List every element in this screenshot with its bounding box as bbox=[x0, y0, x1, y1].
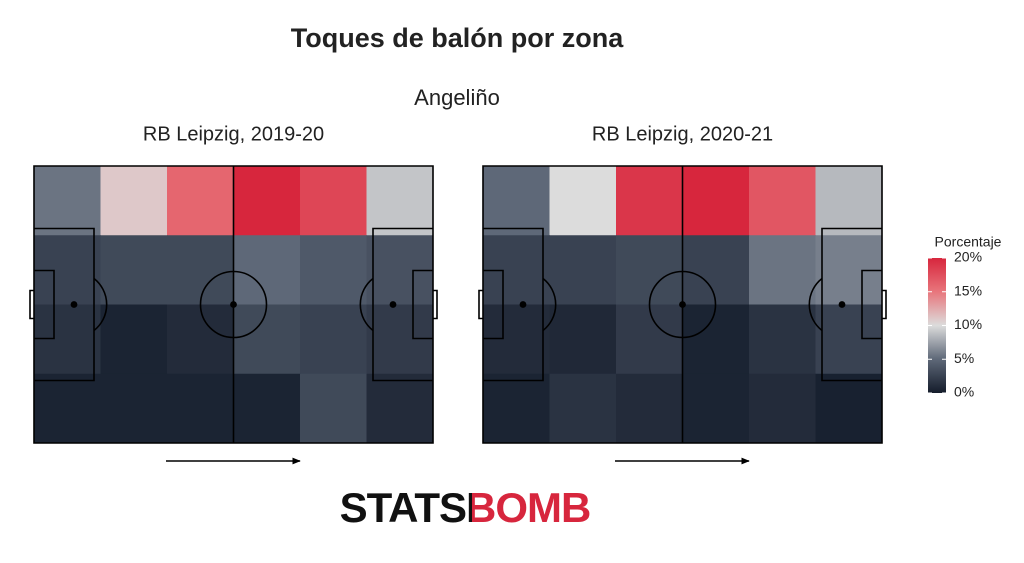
heat-cell bbox=[616, 373, 683, 444]
heat-cell bbox=[483, 373, 550, 444]
colorbar-tick-label: 5% bbox=[954, 350, 974, 366]
heat-cell bbox=[749, 235, 816, 305]
center-circle bbox=[648, 270, 717, 339]
colorbar-tick-label: 10% bbox=[954, 316, 982, 332]
heat-cell bbox=[167, 304, 234, 375]
heat-cell bbox=[366, 166, 434, 236]
heat-cell bbox=[616, 304, 683, 375]
pitch-line bbox=[33, 165, 434, 444]
heat-cell bbox=[815, 304, 883, 375]
heat-cell bbox=[549, 166, 617, 236]
pitch-line bbox=[34, 269, 55, 340]
pitch-line bbox=[483, 227, 544, 382]
heat-cell bbox=[366, 373, 434, 444]
heat-cell bbox=[682, 373, 750, 444]
logo: STATSBOMB bbox=[340, 484, 591, 531]
heat-cell bbox=[749, 166, 816, 236]
heat-cell bbox=[366, 304, 434, 375]
heat-cell bbox=[682, 235, 750, 305]
heat-cell bbox=[749, 304, 816, 375]
heat-cell bbox=[167, 373, 234, 444]
heat-cell bbox=[815, 166, 883, 236]
pitch-line bbox=[821, 227, 882, 382]
pitch-spot bbox=[838, 301, 846, 308]
heat-cell bbox=[100, 373, 168, 444]
colorbar-tick-label: 15% bbox=[954, 282, 982, 298]
heat-cell bbox=[233, 304, 301, 375]
colorbar-tick-label: 0% bbox=[954, 384, 974, 400]
pitch-line bbox=[483, 269, 504, 340]
heat-cell bbox=[233, 235, 301, 305]
pitch-line bbox=[93, 277, 108, 332]
pitch-line bbox=[412, 269, 433, 340]
heat-cell bbox=[100, 235, 168, 305]
center-circle bbox=[199, 270, 268, 339]
colorbar bbox=[928, 258, 946, 393]
pitch-line bbox=[542, 277, 557, 332]
heat-cell bbox=[300, 304, 367, 375]
pitch-spot bbox=[519, 301, 527, 308]
pitch-spot bbox=[389, 301, 397, 308]
pitch-line bbox=[861, 269, 882, 340]
heat-cell bbox=[300, 166, 367, 236]
heat-cell bbox=[167, 235, 234, 305]
heat-cell bbox=[100, 304, 168, 375]
pitch-line bbox=[34, 227, 95, 382]
heat-cell bbox=[749, 373, 816, 444]
heat-cell bbox=[616, 166, 683, 236]
pitch-spot bbox=[679, 301, 686, 308]
heat-cell bbox=[483, 304, 550, 375]
heat-cell bbox=[167, 166, 234, 236]
chart-subtitle: Angeliño bbox=[414, 85, 500, 110]
heat-cell bbox=[549, 304, 617, 375]
legend-title: Porcentaje bbox=[935, 234, 1002, 250]
pitch-line bbox=[808, 277, 823, 332]
pitch-line bbox=[359, 277, 374, 332]
heat-cell bbox=[549, 235, 617, 305]
pitch-line bbox=[372, 227, 433, 382]
heat-cell bbox=[100, 166, 168, 236]
pitch-line bbox=[478, 289, 483, 320]
heat-cell bbox=[682, 304, 750, 375]
heat-cell bbox=[483, 166, 550, 236]
heat-cell bbox=[34, 166, 101, 236]
heat-cell bbox=[682, 166, 750, 236]
panel-title: RB Leipzig, 2019-20 bbox=[143, 123, 324, 145]
heat-cell bbox=[233, 373, 301, 444]
pitch-line bbox=[29, 289, 34, 320]
chart-title: Toques de balón por zona bbox=[291, 23, 624, 53]
pitch-line bbox=[433, 289, 438, 320]
heat-cell bbox=[616, 235, 683, 305]
pitch-spot bbox=[70, 301, 78, 308]
pitch-lines bbox=[29, 165, 438, 444]
pitch-line bbox=[882, 289, 887, 320]
heat-cell bbox=[34, 373, 101, 444]
pitch-spot bbox=[230, 301, 237, 308]
heat-cell bbox=[300, 373, 367, 444]
heat-cell bbox=[300, 235, 367, 305]
heat-cell bbox=[233, 166, 301, 236]
heat-cell bbox=[815, 373, 883, 444]
colorbar-tick-label: 20% bbox=[954, 249, 982, 265]
heat-cell bbox=[34, 304, 101, 375]
pitch-line bbox=[482, 165, 883, 444]
heat-cell bbox=[549, 373, 617, 444]
pitch-lines bbox=[478, 165, 887, 444]
panel-title: RB Leipzig, 2020-21 bbox=[592, 123, 773, 145]
